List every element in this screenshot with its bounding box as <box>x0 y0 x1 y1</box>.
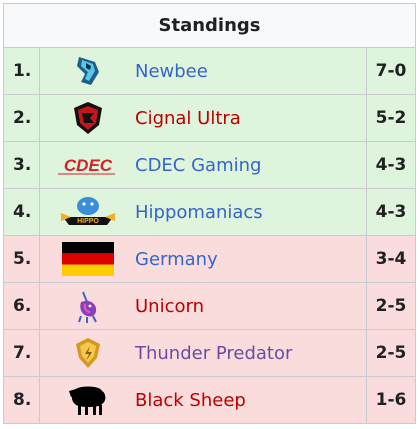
germany-flag-icon[interactable] <box>40 236 135 282</box>
table-row: 3. CDEC CDEC Gaming 4-3 <box>4 142 415 189</box>
team-link-germany[interactable]: Germany <box>135 248 218 270</box>
team-link-cignal-ultra[interactable]: Cignal Ultra <box>135 107 241 129</box>
team-link-cdec-gaming[interactable]: CDEC Gaming <box>135 154 262 176</box>
table-row: 1. Newbee 7-0 <box>4 48 415 95</box>
standings-table: Standings 1. Newbee 7-0 2. Cignal Ultra … <box>3 3 416 424</box>
newbee-logo-icon[interactable] <box>40 48 135 94</box>
table-row: 2. Cignal Ultra 5-2 <box>4 95 415 142</box>
record-cell: 2-5 <box>366 283 415 329</box>
table-row: 7. Thunder Predator 2-5 <box>4 330 415 377</box>
table-row: 8. Black Sheep 1-6 <box>4 377 415 423</box>
record-cell: 4-3 <box>366 142 415 188</box>
rank-cell: 6. <box>4 283 40 329</box>
rank-cell: 2. <box>4 95 40 141</box>
team-link-black-sheep[interactable]: Black Sheep <box>135 389 246 411</box>
team-link-hippomaniacs[interactable]: Hippomaniacs <box>135 201 263 223</box>
unicorn-logo-icon[interactable] <box>40 283 135 329</box>
record-cell: 3-4 <box>366 236 415 282</box>
cignal-ultra-logo-icon[interactable] <box>40 95 135 141</box>
record-cell: 4-3 <box>366 189 415 235</box>
cdec-logo-icon[interactable]: CDEC <box>40 142 135 188</box>
svg-text:HIPPO: HIPPO <box>77 218 99 225</box>
rank-cell: 1. <box>4 48 40 94</box>
table-row: 4. HIPPO Hippomaniacs 4-3 <box>4 189 415 236</box>
standings-header: Standings <box>4 4 415 48</box>
hippomaniacs-logo-icon[interactable]: HIPPO <box>40 189 135 235</box>
table-row: 5. Germany 3-4 <box>4 236 415 283</box>
thunder-predator-logo-icon[interactable] <box>40 330 135 376</box>
team-link-thunder-predator[interactable]: Thunder Predator <box>135 342 293 364</box>
record-cell: 7-0 <box>366 48 415 94</box>
record-cell: 2-5 <box>366 330 415 376</box>
standings-title: Standings <box>158 15 261 36</box>
rank-cell: 3. <box>4 142 40 188</box>
table-row: 6. Unicorn 2-5 <box>4 283 415 330</box>
rank-cell: 4. <box>4 189 40 235</box>
svg-text:CDEC: CDEC <box>63 156 112 175</box>
black-sheep-logo-icon[interactable] <box>40 377 135 423</box>
rank-cell: 7. <box>4 330 40 376</box>
team-link-newbee[interactable]: Newbee <box>135 60 208 82</box>
rank-cell: 5. <box>4 236 40 282</box>
record-cell: 1-6 <box>366 377 415 423</box>
record-cell: 5-2 <box>366 95 415 141</box>
team-link-unicorn[interactable]: Unicorn <box>135 295 204 317</box>
rank-cell: 8. <box>4 377 40 423</box>
